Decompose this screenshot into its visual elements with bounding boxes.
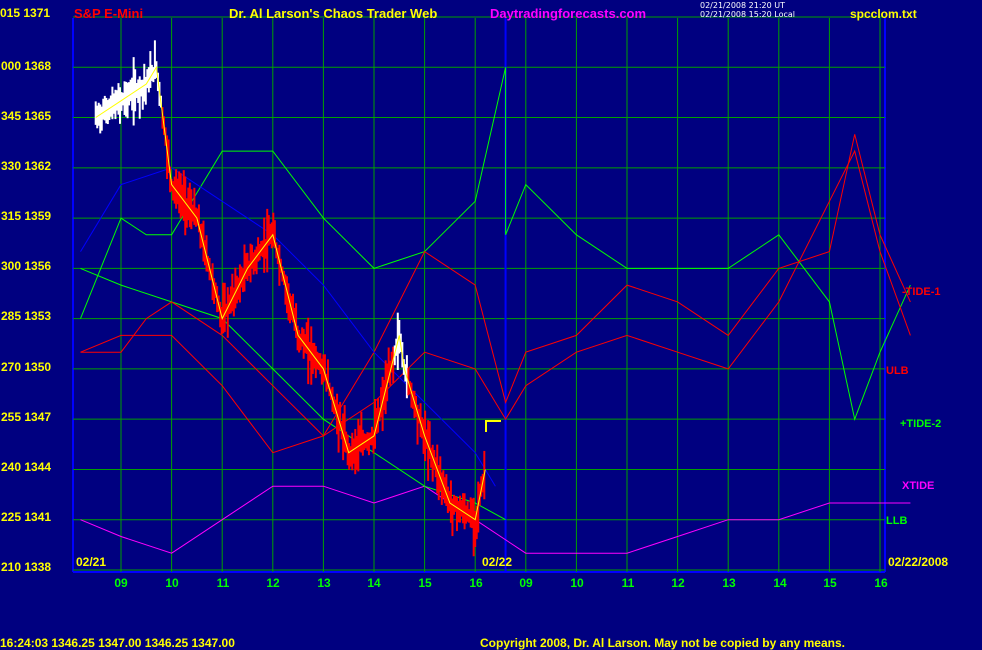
legend-tide1: -TIDE-1 — [902, 286, 941, 298]
x-tick-label: 11 — [216, 576, 230, 590]
fast-average-line — [95, 65, 486, 521]
copyright-text: Copyright 2008, Dr. Al Larson. May not b… — [480, 636, 845, 650]
x-tick-label: 12 — [266, 576, 280, 590]
y-tick-label: 315 1359 — [1, 209, 52, 223]
x-tick-label: 15 — [418, 576, 432, 590]
y-tick-label: 300 1356 — [1, 259, 52, 273]
chart-title: Dr. Al Larson's Chaos Trader Web — [229, 6, 438, 21]
x-tick-label: 16 — [874, 576, 888, 590]
legend-tide2: +TIDE-2 — [900, 418, 942, 430]
y-tick-label: 285 1353 — [1, 309, 52, 323]
x-tick-label: 09 — [114, 576, 128, 590]
timestamp-ut: 02/21/2008 21:20 UT — [700, 1, 785, 10]
tide1-line — [80, 149, 911, 454]
y-tick-label: 000 1368 — [1, 59, 52, 73]
y-tick-label: 210 1338 — [1, 560, 52, 574]
x-tick-label: 14 — [773, 576, 787, 590]
x-tick-label: 16 — [469, 576, 483, 590]
y-tick-label: 225 1341 — [1, 510, 52, 524]
ulb-line — [80, 134, 911, 437]
day-label-next: 02/22 — [482, 555, 513, 569]
y-tick-label: 255 1347 — [1, 410, 52, 424]
y-tick-label: 270 1350 — [1, 360, 52, 374]
file-name: spcclom.txt — [850, 7, 917, 21]
x-tick-label: 13 — [317, 576, 331, 590]
x-tick-label: 10 — [165, 576, 179, 590]
day-label-start: 02/21 — [76, 555, 107, 569]
x-tick-label: 14 — [367, 576, 381, 590]
website-label: Daytradingforecasts.com — [490, 6, 647, 21]
timestamp-local: 02/21/2008 15:20 Local — [700, 10, 795, 19]
legend-ulb: ULB — [886, 365, 909, 377]
x-tick-label: 13 — [722, 576, 736, 590]
y-tick-label: 345 1365 — [1, 109, 52, 123]
legend-xtide: XTIDE — [902, 480, 935, 492]
x-tick-label: 15 — [823, 576, 837, 590]
tide2-line — [80, 67, 911, 421]
x-tick-label: 09 — [519, 576, 533, 590]
xtide-line — [80, 485, 911, 554]
x-tick-label: 11 — [621, 576, 635, 590]
day-label-date: 02/22/2008 — [888, 555, 949, 569]
legend-llb: LLB — [886, 515, 908, 527]
top-axis-label: 015 1371 — [0, 6, 51, 20]
slow-average-line — [80, 167, 496, 487]
bracket-marker — [485, 420, 501, 432]
quote-line: 16:24:03 1346.25 1347.00 1346.25 1347.00 — [0, 636, 235, 650]
x-tick-label: 10 — [570, 576, 584, 590]
y-tick-label: 330 1362 — [1, 159, 52, 173]
instrument-label: S&P E-Mini — [74, 6, 144, 21]
y-tick-label: 240 1344 — [1, 460, 52, 474]
x-tick-label: 12 — [671, 576, 685, 590]
